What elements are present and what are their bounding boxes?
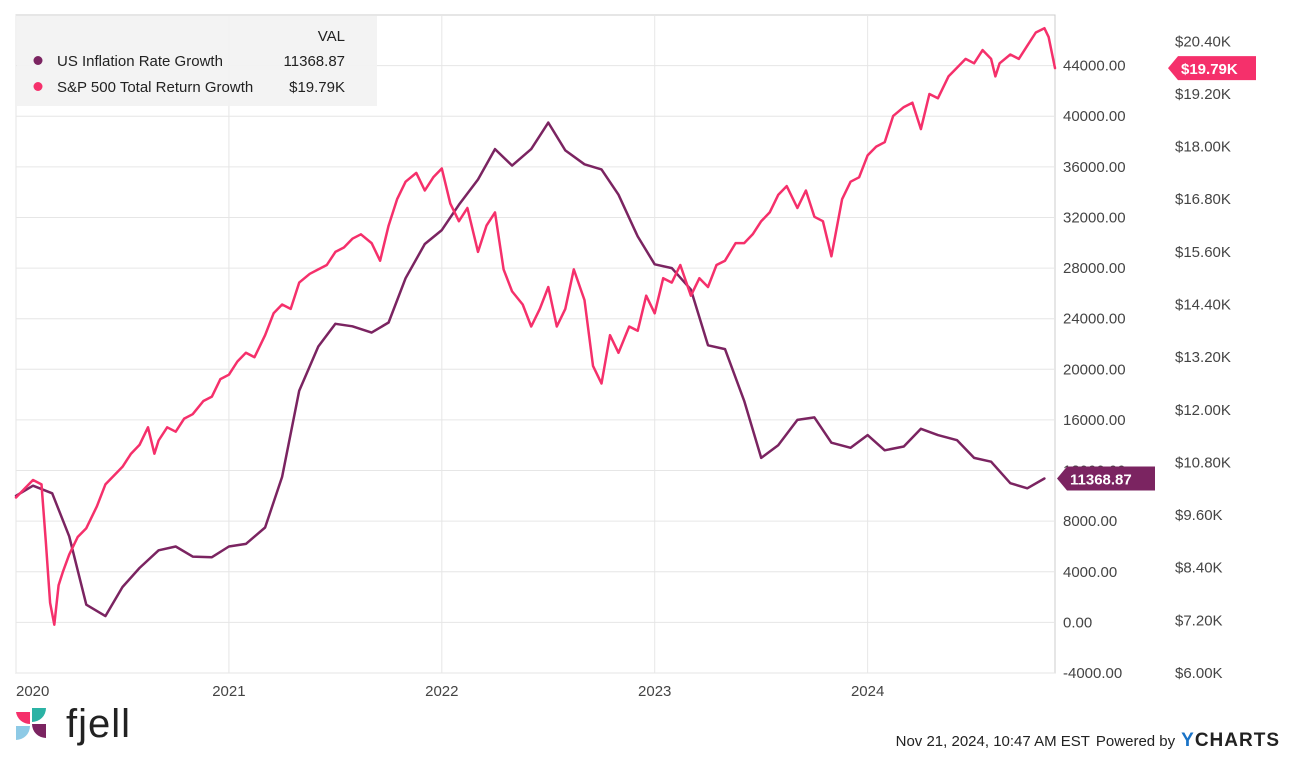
- left-axis-tick-label: 16000.00: [1063, 412, 1126, 429]
- inflation-end-value-tag: [1057, 466, 1155, 491]
- right-axis-tick-label: $6.00K: [1175, 665, 1223, 682]
- inflation-end-value-label: 11368.87: [1070, 472, 1132, 489]
- x-axis-tick-label: 2020: [16, 683, 49, 700]
- left-axis-tick-label: 20000.00: [1063, 361, 1126, 378]
- legend-marker: [33, 82, 43, 91]
- chart-footer: Nov 21, 2024, 10:47 AM EST Powered by YC…: [896, 730, 1280, 752]
- ycharts-brand-rest: CHARTS: [1194, 730, 1280, 751]
- sp500-total-return-line: [14, 26, 1057, 626]
- left-axis-tick-label: 28000.00: [1063, 260, 1126, 277]
- legend-entry-value: 11368.87: [284, 53, 345, 70]
- timestamp: Nov 21, 2024, 10:47 AM EST: [895, 732, 1090, 750]
- ycharts-brand: YCHARTS: [1181, 730, 1280, 752]
- left-axis-tick-label: 4000.00: [1063, 564, 1117, 581]
- fjell-logo: fjell: [14, 702, 131, 746]
- powered-by-label: Powered by: [1095, 732, 1176, 750]
- legend-marker: [33, 56, 43, 65]
- right-axis-tick-label: $19.20K: [1175, 86, 1231, 103]
- sp500-end-value-label: $19.79K: [1181, 61, 1238, 78]
- fjell-wordmark: fjell: [66, 702, 132, 746]
- x-axis-tick-label: 2023: [638, 683, 671, 700]
- x-axis-tick-label: 2024: [851, 683, 884, 700]
- left-axis-tick-label: 0.00: [1063, 614, 1092, 631]
- legend-entry-name: US Inflation Rate Growth: [57, 53, 223, 70]
- ycharts-brand-y: Y: [1181, 730, 1195, 751]
- right-axis-tick-label: $12.00K: [1175, 402, 1231, 419]
- right-axis-tick-label: $9.60K: [1175, 507, 1223, 524]
- fjell-mark-icon: [16, 708, 46, 740]
- plot-area: [15, 14, 1056, 674]
- left-axis-tick-label: 24000.00: [1063, 311, 1126, 328]
- left-axis-tick-label: -4000.00: [1063, 665, 1122, 682]
- right-axis-tick-label: $13.20K: [1175, 349, 1231, 366]
- right-axis-tick-label: $14.40K: [1175, 297, 1231, 314]
- legend: VAL US Inflation Rate Growth 11368.87 S&P 5…: [17, 16, 377, 106]
- left-axis-tick-label: 44000.00: [1063, 58, 1126, 75]
- left-axis-tick-label: 32000.00: [1063, 209, 1126, 226]
- left-axis-tick-label: 40000.00: [1063, 108, 1126, 125]
- legend-background: [17, 16, 377, 106]
- legend-entry-name: S&P 500 Total Return Growth: [57, 79, 253, 96]
- legend-entry-value: $19.79K: [289, 79, 345, 96]
- left-axis-tick-label: 36000.00: [1063, 159, 1126, 176]
- right-axis-tick-label: $8.40K: [1175, 560, 1223, 577]
- x-axis-tick-label: 2021: [212, 683, 245, 700]
- right-axis-tick-label: $18.00K: [1175, 139, 1231, 156]
- left-axis-tick-label: 8000.00: [1063, 513, 1117, 530]
- x-axis-tick-label: 2022: [425, 683, 458, 700]
- right-axis-tick-label: $16.80K: [1175, 191, 1231, 208]
- right-axis-tick-label: $7.20K: [1175, 612, 1223, 629]
- right-axis-tick-label: $10.80K: [1175, 454, 1231, 471]
- sp500-end-value-tag: [1168, 56, 1256, 81]
- right-axis-tick-label: $15.60K: [1175, 244, 1231, 261]
- right-axis-tick-label: $20.40K: [1175, 33, 1231, 50]
- us-inflation-growth-line: [14, 121, 1046, 618]
- legend-header: VAL: [318, 28, 345, 45]
